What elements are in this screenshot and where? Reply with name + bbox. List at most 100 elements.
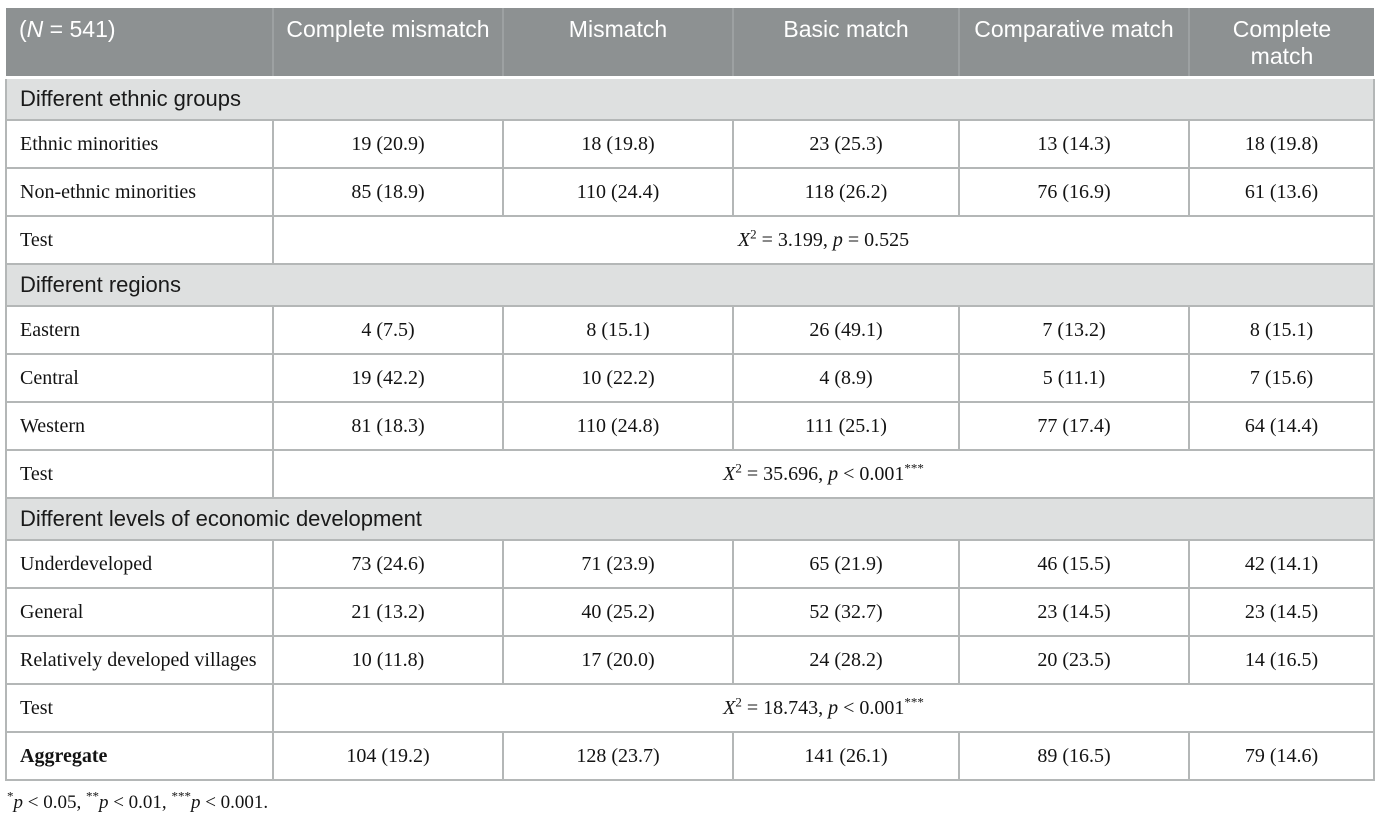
- header-row: (N = 541) Complete mismatch Mismatch Bas…: [6, 8, 1374, 79]
- cell-value: 4 (8.9): [732, 353, 960, 403]
- significance-footnote: *p < 0.05, **p < 0.01, ***p < 0.001.: [7, 788, 1373, 814]
- significance-stars: ***: [904, 459, 924, 475]
- row-label: Ethnic minorities: [5, 119, 274, 169]
- matching-table: (N = 541) Complete mismatch Mismatch Bas…: [5, 8, 1375, 781]
- chi-square-symbol: X: [737, 228, 751, 251]
- footnote-threshold: < 0.01,: [108, 792, 172, 813]
- footnote-p-symbol: p: [13, 792, 24, 813]
- header-col-complete-match: Complete match: [1189, 8, 1374, 79]
- test-statistic-value: = 35.696,: [741, 462, 829, 485]
- cell-value: 111 (25.1): [732, 401, 960, 451]
- header-n-prefix: (: [19, 16, 27, 42]
- cell-value: 71 (23.9): [502, 539, 734, 589]
- chi-square-exponent: 2: [750, 225, 757, 241]
- header-col-mismatch: Mismatch: [503, 8, 734, 79]
- footnote-threshold: < 0.001.: [200, 792, 269, 813]
- cell-value: 7 (15.6): [1188, 353, 1375, 403]
- test-statistic-value: = 3.199,: [756, 228, 833, 251]
- cell-value: 24 (28.2): [732, 635, 960, 685]
- cell-value: 89 (16.5): [958, 731, 1190, 781]
- table-row: Non-ethnic minorities 85 (18.9) 110 (24.4)…: [5, 167, 1375, 217]
- cell-value: 42 (14.1): [1188, 539, 1375, 589]
- table-row: Central 19 (42.2) 10 (22.2) 4 (8.9) 5 (11.1)…: [5, 353, 1375, 403]
- p-symbol: p: [832, 228, 843, 251]
- table-row: Underdeveloped 73 (24.6) 71 (23.9) 65 (21.9…: [5, 539, 1375, 589]
- footnote-part: *p < 0.05,: [7, 790, 86, 813]
- table-row: General 21 (13.2) 40 (25.2) 52 (32.7) 23 (14…: [5, 587, 1375, 637]
- cell-value: 4 (7.5): [272, 305, 504, 355]
- cell-value: 7 (13.2): [958, 305, 1190, 355]
- row-label: Eastern: [5, 305, 274, 355]
- cell-value: 128 (23.7): [502, 731, 734, 781]
- footnote-part: **p < 0.01,: [85, 788, 172, 813]
- aggregate-row: Aggregate 104 (19.2) 128 (23.7) 141 (26.1) 8…: [5, 731, 1375, 781]
- test-statistic: X2 = 3.199, p = 0.525: [272, 215, 1375, 265]
- test-row: Test X2 = 18.743, p < 0.001***: [5, 683, 1375, 733]
- chi-square-symbol: X: [723, 462, 736, 485]
- cell-value: 110 (24.4): [502, 167, 734, 217]
- footnote-threshold: < 0.05,: [23, 792, 86, 813]
- cell-value: 64 (14.4): [1188, 401, 1375, 451]
- row-label: Non-ethnic minorities: [5, 167, 274, 217]
- cell-value: 85 (18.9): [272, 167, 504, 217]
- cell-value: 65 (21.9): [732, 539, 960, 589]
- p-symbol: p: [828, 462, 839, 485]
- test-statistic-value: = 18.743,: [741, 696, 829, 719]
- cell-value: 19 (42.2): [272, 353, 504, 403]
- cell-value: 73 (24.6): [272, 539, 504, 589]
- cell-value: 23 (14.5): [958, 587, 1190, 637]
- test-label: Test: [5, 215, 274, 265]
- cell-value: 8 (15.1): [1188, 305, 1375, 355]
- section-title: Different regions: [5, 263, 1375, 307]
- footnote-p-symbol: p: [98, 792, 109, 813]
- row-label: Western: [5, 401, 274, 451]
- header-col-basic-match: Basic match: [733, 8, 960, 79]
- test-label: Test: [5, 449, 274, 499]
- cell-value: 20 (23.5): [958, 635, 1190, 685]
- header-col-comparative-match: Comparative match: [959, 8, 1190, 79]
- header-n-suffix: = 541): [43, 16, 116, 42]
- cell-value: 18 (19.8): [502, 119, 734, 169]
- test-row: Test X2 = 3.199, p = 0.525: [5, 215, 1375, 265]
- row-label: Aggregate: [5, 731, 274, 781]
- cell-value: 8 (15.1): [502, 305, 734, 355]
- cell-value: 46 (15.5): [958, 539, 1190, 589]
- table-row: Relatively developed villages 10 (11.8) 17…: [5, 635, 1375, 685]
- cell-value: 10 (22.2): [502, 353, 734, 403]
- footnote-stars: **: [85, 788, 99, 804]
- table-row: Ethnic minorities 19 (20.9) 18 (19.8) 23 (2…: [5, 119, 1375, 169]
- test-label: Test: [5, 683, 274, 733]
- table-header: (N = 541) Complete mismatch Mismatch Bas…: [6, 8, 1374, 79]
- table-row: Western 81 (18.3) 110 (24.8) 111 (25.1) 77 (…: [5, 401, 1375, 451]
- p-value: < 0.001: [838, 462, 905, 485]
- chi-square-exponent: 2: [735, 693, 742, 709]
- p-value: < 0.001: [838, 696, 905, 719]
- footnote-part: ***p < 0.001.: [171, 790, 269, 813]
- section-row: Different regions: [5, 263, 1375, 307]
- cell-value: 61 (13.6): [1188, 167, 1375, 217]
- section-row: Different ethnic groups: [5, 76, 1375, 121]
- test-statistic: X2 = 18.743, p < 0.001***: [272, 683, 1375, 733]
- section-title: Different ethnic groups: [5, 76, 1375, 121]
- cell-value: 76 (16.9): [958, 167, 1190, 217]
- cell-value: 79 (14.6): [1188, 731, 1375, 781]
- p-symbol: p: [828, 696, 839, 719]
- cell-value: 23 (25.3): [732, 119, 960, 169]
- footnote-p-symbol: p: [190, 792, 201, 813]
- cell-value: 104 (19.2): [272, 731, 504, 781]
- cell-value: 5 (11.1): [958, 353, 1190, 403]
- cell-value: 118 (26.2): [732, 167, 960, 217]
- significance-stars: ***: [904, 693, 924, 709]
- header-n-symbol: N: [26, 16, 44, 42]
- cell-value: 10 (11.8): [272, 635, 504, 685]
- cell-value: 26 (49.1): [732, 305, 960, 355]
- statistics-table-figure: (N = 541) Complete mismatch Mismatch Bas…: [5, 8, 1375, 814]
- section-title: Different levels of economic development: [5, 497, 1375, 541]
- row-label: Central: [5, 353, 274, 403]
- cell-value: 21 (13.2): [272, 587, 504, 637]
- p-value: = 0.525: [842, 228, 910, 251]
- cell-value: 18 (19.8): [1188, 119, 1375, 169]
- header-sample-size: (N = 541): [6, 8, 274, 79]
- cell-value: 81 (18.3): [272, 401, 504, 451]
- test-statistic: X2 = 35.696, p < 0.001***: [272, 449, 1375, 499]
